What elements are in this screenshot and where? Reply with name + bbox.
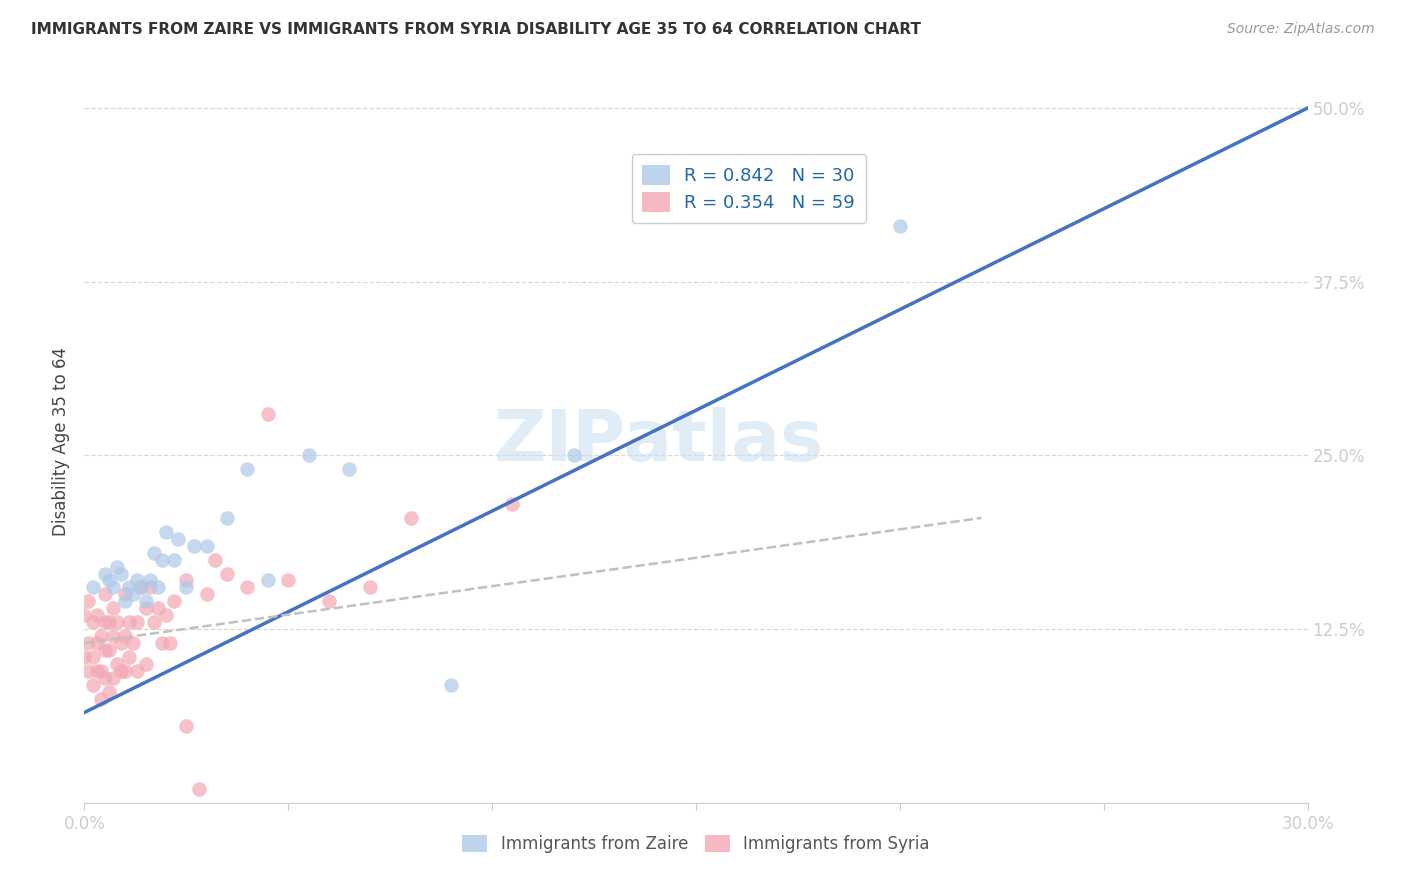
Point xyxy=(174,574,197,588)
Point xyxy=(101,671,124,685)
Point xyxy=(110,636,132,650)
Point xyxy=(97,643,120,657)
Point xyxy=(138,581,160,595)
Point xyxy=(114,664,136,678)
Point xyxy=(135,601,157,615)
Point xyxy=(562,449,585,463)
Point xyxy=(257,574,280,588)
Point xyxy=(122,636,145,650)
Point xyxy=(93,566,115,581)
Point xyxy=(77,636,100,650)
Point xyxy=(105,657,128,671)
Y-axis label: Disability Age 35 to 64: Disability Age 35 to 64 xyxy=(52,347,70,536)
Point xyxy=(135,657,157,671)
Point xyxy=(159,636,181,650)
Point xyxy=(142,615,165,630)
Point xyxy=(257,407,280,421)
Point xyxy=(118,581,141,595)
Point xyxy=(110,664,132,678)
Point xyxy=(204,552,226,566)
Point xyxy=(73,649,96,664)
Point xyxy=(97,684,120,698)
Point xyxy=(183,539,205,553)
Point xyxy=(298,449,321,463)
Point xyxy=(131,581,153,595)
Point xyxy=(135,594,157,608)
Point xyxy=(114,594,136,608)
Point xyxy=(90,664,112,678)
Point xyxy=(97,615,120,630)
Point xyxy=(127,615,149,630)
Point xyxy=(77,664,100,678)
Point xyxy=(163,594,186,608)
Point xyxy=(118,615,141,630)
Text: IMMIGRANTS FROM ZAIRE VS IMMIGRANTS FROM SYRIA DISABILITY AGE 35 TO 64 CORRELATI: IMMIGRANTS FROM ZAIRE VS IMMIGRANTS FROM… xyxy=(31,22,921,37)
Point xyxy=(174,719,197,733)
Point xyxy=(217,566,239,581)
Point xyxy=(86,636,108,650)
Point xyxy=(359,581,381,595)
Point xyxy=(93,587,115,601)
Point xyxy=(155,524,177,539)
Point xyxy=(101,629,124,643)
Point xyxy=(82,649,104,664)
Point xyxy=(195,539,218,553)
Point xyxy=(97,574,120,588)
Point xyxy=(138,574,160,588)
Point xyxy=(277,574,299,588)
Point xyxy=(339,462,361,476)
Point xyxy=(77,594,100,608)
Point xyxy=(93,615,115,630)
Point xyxy=(167,532,190,546)
Point xyxy=(101,581,124,595)
Point xyxy=(217,511,239,525)
Point xyxy=(86,664,108,678)
Point xyxy=(142,546,165,560)
Point xyxy=(150,636,173,650)
Point xyxy=(146,581,169,595)
Point xyxy=(127,574,149,588)
Point xyxy=(82,581,104,595)
Point xyxy=(73,608,96,623)
Point xyxy=(195,587,218,601)
Point xyxy=(114,587,136,601)
Legend: Immigrants from Zaire, Immigrants from Syria: Immigrants from Zaire, Immigrants from S… xyxy=(456,828,936,860)
Point xyxy=(93,643,115,657)
Point xyxy=(399,511,422,525)
Point xyxy=(146,601,169,615)
Point xyxy=(105,615,128,630)
Point xyxy=(889,219,911,234)
Point xyxy=(122,587,145,601)
Point xyxy=(187,781,209,796)
Point xyxy=(150,552,173,566)
Point xyxy=(174,581,197,595)
Point xyxy=(163,552,186,566)
Point xyxy=(114,629,136,643)
Point xyxy=(440,678,463,692)
Point xyxy=(93,671,115,685)
Point xyxy=(155,608,177,623)
Point xyxy=(82,678,104,692)
Point xyxy=(101,601,124,615)
Text: Source: ZipAtlas.com: Source: ZipAtlas.com xyxy=(1227,22,1375,37)
Point xyxy=(105,559,128,574)
Text: ZIPatlas: ZIPatlas xyxy=(495,407,824,476)
Point xyxy=(90,691,112,706)
Point xyxy=(110,566,132,581)
Point xyxy=(318,594,340,608)
Point xyxy=(82,615,104,630)
Point xyxy=(127,664,149,678)
Point xyxy=(236,462,259,476)
Point xyxy=(502,497,524,511)
Point xyxy=(118,649,141,664)
Point xyxy=(236,581,259,595)
Point xyxy=(86,608,108,623)
Point xyxy=(131,581,153,595)
Point xyxy=(90,629,112,643)
